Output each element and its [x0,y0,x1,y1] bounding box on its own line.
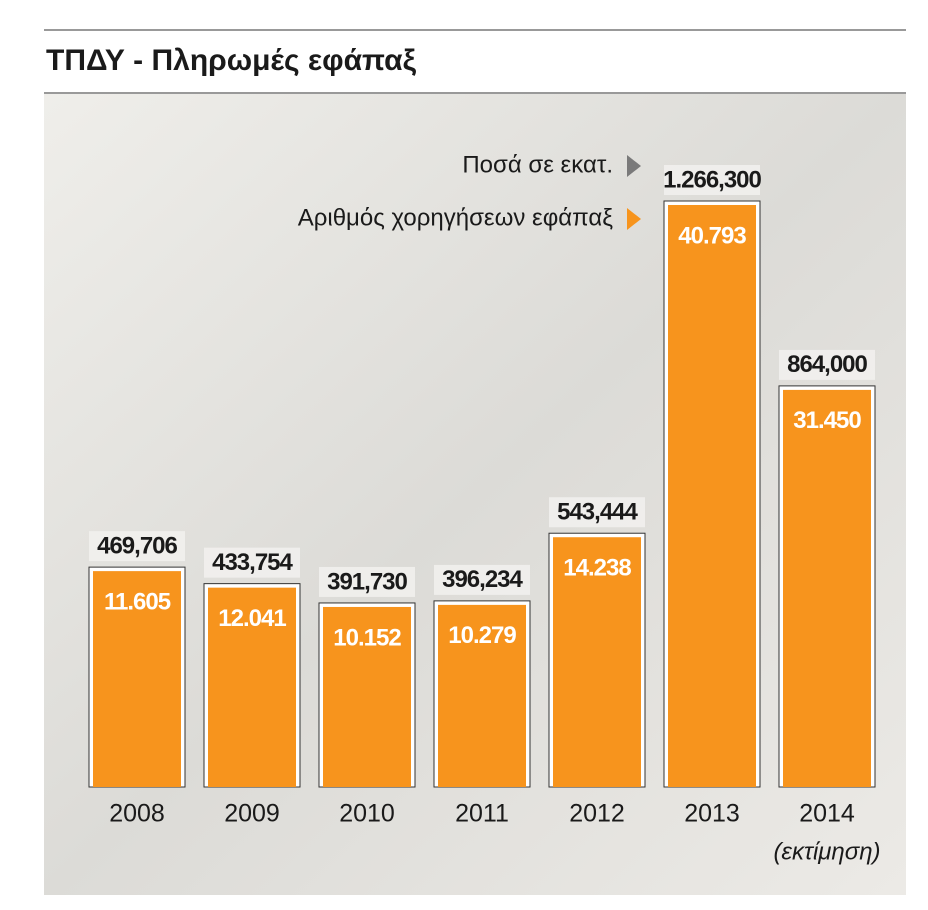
category-note: (εκτίμηση) [773,838,880,865]
amount-label-box [779,349,875,380]
x-tick-label: 2008 [109,800,165,828]
amount-label: 396,234 [442,566,523,593]
legend-label: Αριθμός χορηγήσεων εφάπαξ [298,204,614,231]
legend-marker [627,155,641,177]
amount-label-box [89,531,185,562]
count-label: 12.041 [218,605,286,632]
count-label: 40.793 [678,222,746,249]
amount-label-box [664,165,760,195]
count-label: 10.152 [333,624,401,651]
amount-label-box [204,547,300,578]
legend-marker [627,208,641,230]
amount-label: 391,730 [327,568,407,595]
x-tick-label: 2013 [684,800,740,828]
amount-label-box [549,497,645,528]
bar [438,604,526,787]
x-tick-label: 2011 [455,800,509,828]
count-label: 14.238 [563,555,631,582]
count-label: 10.279 [448,622,516,649]
count-label: 11.605 [104,588,171,615]
bar [783,389,871,787]
bar [93,571,181,787]
x-tick-label: 2012 [569,800,625,828]
x-tick-label: 2009 [224,800,280,828]
amount-label: 1.266,300 [663,166,761,193]
amount-label: 864,000 [787,351,867,378]
bar [323,606,411,787]
amount-label-box [319,566,415,597]
amount-label: 469,706 [97,532,177,559]
legend: Ποσά σε εκατ. Αριθμός χορηγήσεων εφάπαξ [298,151,641,231]
x-tick-label: 2014 [799,800,855,828]
bar [553,537,641,787]
amount-label-box [434,564,530,595]
legend-label: Ποσά σε εκατ. [462,151,613,178]
x-tick-label: 2010 [339,800,395,828]
count-label: 31.450 [793,407,861,434]
chart-title: ΤΠΔΥ - Πληρωμές εφάπαξ [46,44,417,77]
amount-label: 433,754 [212,549,293,576]
bar [208,587,296,787]
bar [668,205,756,787]
amount-label: 543,444 [557,499,638,526]
